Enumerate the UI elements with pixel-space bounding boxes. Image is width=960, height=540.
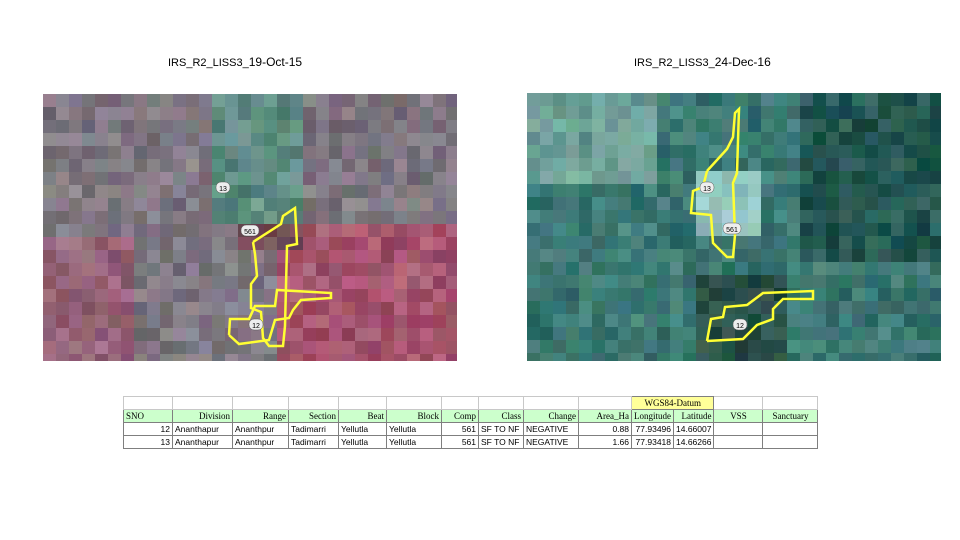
col-header: Sanctuary — [762, 409, 819, 423]
right-title-date: 24-Dec-16 — [714, 55, 771, 69]
cell-range: Ananthpur — [232, 422, 289, 436]
cell-sno: 13 — [123, 435, 173, 449]
cell-beat: Yellutla — [338, 422, 387, 436]
col-header: Area_Ha — [578, 409, 632, 423]
right-label-13: 13 — [699, 181, 715, 194]
cell-latitude: 14.66007 — [672, 422, 715, 436]
col-header: Range — [232, 409, 289, 423]
svg-text:13: 13 — [219, 186, 227, 193]
cell-class: SF TO NF — [478, 422, 524, 436]
cell-section: Tadimarri — [288, 435, 339, 449]
left-boundary-13-561 — [249, 205, 299, 348]
cell-sno: 12 — [123, 422, 173, 436]
table-row: 12 Ananthapur Ananthpur Tadimarri Yellut… — [123, 422, 819, 436]
cell-area: 1.66 — [578, 435, 632, 449]
table-row: 13 Ananthapur Ananthpur Tadimarri Yellut… — [123, 435, 819, 449]
col-header: Change — [523, 409, 579, 423]
left-image-pixels — [43, 94, 457, 361]
col-header: Division — [172, 409, 233, 423]
col-header: VSS — [713, 409, 764, 423]
col-header: Block — [386, 409, 442, 423]
cell-block: Yellutla — [386, 422, 442, 436]
cell-area: 0.88 — [578, 422, 632, 436]
forest-change-table: WGS84-Datum SNO Division Range Section B… — [123, 396, 819, 449]
cell-block: Yellutla — [386, 435, 442, 449]
cell-comp: 561 — [441, 422, 479, 436]
col-header: Longitude — [631, 409, 674, 423]
svg-text:13: 13 — [703, 186, 711, 193]
right-title-prefix: IRS_R2_LISS3_ — [634, 57, 715, 69]
cell-longitude: 77.93418 — [631, 435, 674, 449]
col-header: SNO — [123, 409, 173, 423]
left-label-13: 13 — [215, 181, 231, 194]
right-boundary-12 — [705, 289, 815, 343]
svg-text:561: 561 — [244, 229, 256, 236]
col-header: Section — [288, 409, 339, 423]
cell-latitude: 14.66266 — [672, 435, 715, 449]
left-satellite-image: 13 561 12 — [43, 94, 457, 361]
cell-vss — [713, 422, 764, 436]
right-label-12: 12 — [732, 318, 748, 331]
cell-longitude: 77.93496 — [631, 422, 674, 436]
svg-text:12: 12 — [252, 323, 260, 330]
left-label-561: 561 — [240, 224, 260, 237]
cell-vss — [713, 435, 764, 449]
cell-sanctuary — [762, 422, 819, 436]
svg-text:561: 561 — [726, 227, 738, 234]
cell-section: Tadimarri — [288, 422, 339, 436]
left-title-prefix: IRS_R2_LISS3_ — [168, 57, 249, 69]
col-header: Class — [478, 409, 524, 423]
col-header: Latitude — [672, 409, 715, 423]
cell-change: NEGATIVE — [523, 422, 579, 436]
cell-beat: Yellutla — [338, 435, 387, 449]
svg-text:12: 12 — [736, 323, 744, 330]
left-label-12: 12 — [248, 318, 264, 331]
left-title-date: 19-Oct-15 — [248, 55, 303, 69]
cell-sanctuary — [762, 435, 819, 449]
left-image-title: IRS_R2_LISS3_19-Oct-15 — [168, 55, 302, 69]
wgs-datum-label: WGS84-Datum — [630, 396, 715, 410]
cell-change: NEGATIVE — [523, 435, 579, 449]
right-satellite-image: 13 561 12 — [527, 93, 941, 361]
cell-division: Ananthapur — [172, 435, 233, 449]
col-header: Beat — [338, 409, 387, 423]
table-header-row: SNO Division Range Section Beat Block Co… — [123, 409, 819, 423]
table-top-row: WGS84-Datum — [123, 396, 819, 410]
right-image-title: IRS_R2_LISS3_24-Dec-16 — [634, 55, 771, 69]
cell-class: SF TO NF — [478, 435, 524, 449]
cell-comp: 561 — [441, 435, 479, 449]
right-label-561: 561 — [722, 222, 742, 235]
cell-division: Ananthapur — [172, 422, 233, 436]
col-header: Comp — [441, 409, 479, 423]
left-boundary-12 — [227, 288, 333, 346]
right-image-pixels — [527, 93, 941, 361]
right-boundary-13-561 — [689, 105, 741, 259]
cell-range: Ananthpur — [232, 435, 289, 449]
